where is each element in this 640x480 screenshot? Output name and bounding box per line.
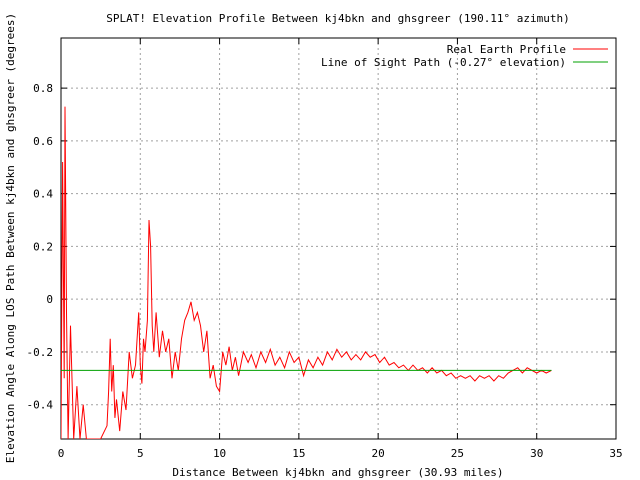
x-tick-label: 10 bbox=[213, 447, 226, 460]
y-tick-label: 0.4 bbox=[33, 188, 53, 201]
y-tick-label: -0.4 bbox=[27, 399, 54, 412]
x-tick-label: 35 bbox=[609, 447, 622, 460]
y-tick-label: -0.2 bbox=[27, 346, 54, 359]
y-tick-label: 0 bbox=[46, 293, 53, 306]
y-tick-label: 0.8 bbox=[33, 82, 53, 95]
series-line-0 bbox=[61, 106, 552, 439]
plot-frame bbox=[60, 37, 617, 440]
x-axis-label: Distance Between kj4bkn and ghsgreer (30… bbox=[172, 466, 503, 479]
grid bbox=[61, 38, 616, 439]
y-axis: -0.4 -0.2 0 0.2 0.4 0.6 0.8 bbox=[27, 82, 616, 412]
legend-label: Line of Sight Path (-0.27° elevation) bbox=[321, 56, 566, 69]
x-tick-label: 25 bbox=[451, 447, 464, 460]
x-tick-label: 20 bbox=[372, 447, 385, 460]
x-tick-label: 0 bbox=[58, 447, 65, 460]
y-tick-label: 0.6 bbox=[33, 135, 53, 148]
y-tick-label: 0.2 bbox=[33, 240, 53, 253]
x-axis: 0 5 10 15 20 25 30 35 bbox=[58, 38, 623, 460]
chart-title: SPLAT! Elevation Profile Between kj4bkn … bbox=[106, 12, 570, 25]
x-tick-label: 15 bbox=[292, 447, 305, 460]
legend-label: Real Earth Profile bbox=[447, 43, 566, 56]
x-tick-label: 5 bbox=[137, 447, 144, 460]
series-group bbox=[61, 106, 552, 439]
x-tick-label: 30 bbox=[530, 447, 543, 460]
y-axis-label: Elevation Angle Along LOS Path Between k… bbox=[4, 13, 17, 463]
